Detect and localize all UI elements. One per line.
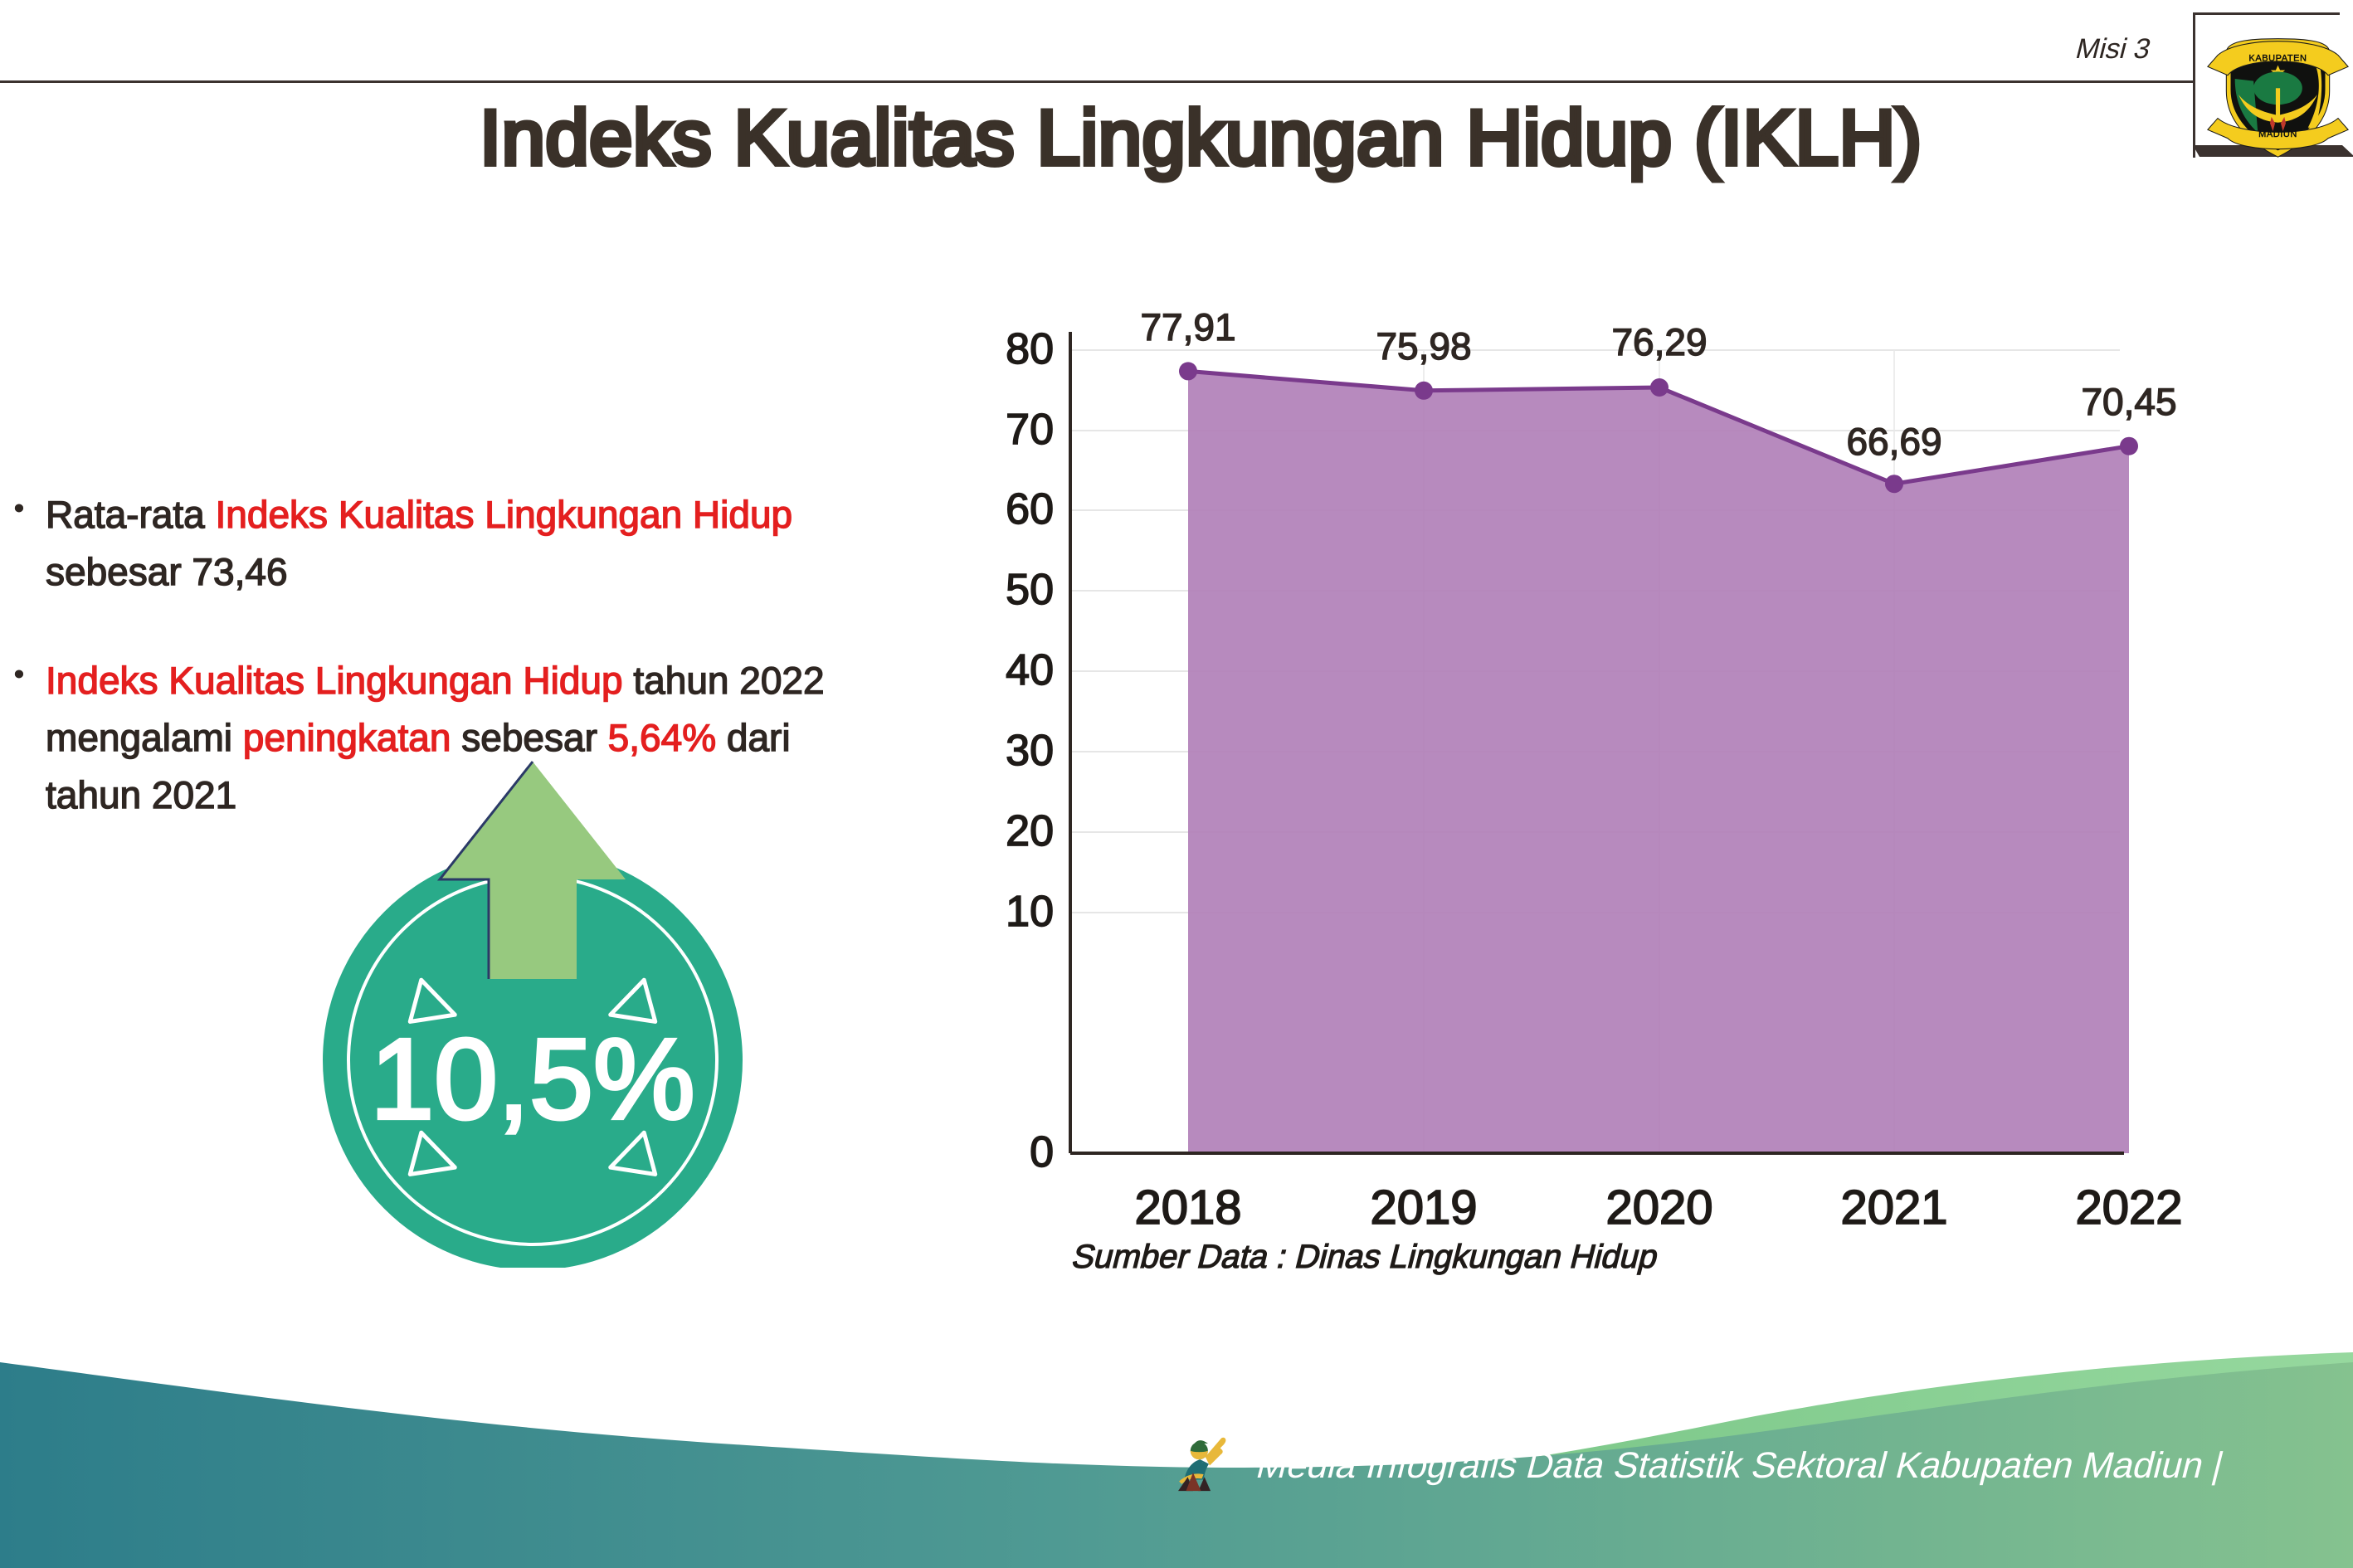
svg-text:80: 80	[1006, 325, 1054, 373]
svg-text:2020: 2020	[1605, 1181, 1712, 1234]
svg-text:76,29: 76,29	[1611, 320, 1707, 363]
svg-text:40: 40	[1006, 646, 1054, 694]
svg-text:2019: 2019	[1370, 1181, 1477, 1234]
svg-text:10: 10	[1006, 888, 1054, 936]
svg-text:60: 60	[1006, 485, 1054, 533]
svg-text:66,69: 66,69	[1846, 420, 1941, 463]
svg-text:77,91: 77,91	[1140, 305, 1235, 348]
svg-text:2018: 2018	[1134, 1181, 1241, 1234]
svg-text:30: 30	[1006, 727, 1054, 775]
svg-text:50: 50	[1006, 566, 1054, 614]
svg-text:10,5%: 10,5%	[370, 1015, 694, 1143]
svg-text:2021: 2021	[1840, 1181, 1947, 1234]
svg-text:Sumber Data : Dinas Lingkungan: Sumber Data : Dinas Lingkungan Hidup	[1070, 1239, 1659, 1275]
svg-text:70,45: 70,45	[2081, 380, 2176, 423]
svg-text:2022: 2022	[2075, 1181, 2182, 1234]
svg-text:70: 70	[1006, 406, 1054, 454]
svg-text:0: 0	[1030, 1128, 1054, 1176]
svg-text:20: 20	[1006, 807, 1054, 855]
svg-text:75,98: 75,98	[1376, 324, 1471, 368]
